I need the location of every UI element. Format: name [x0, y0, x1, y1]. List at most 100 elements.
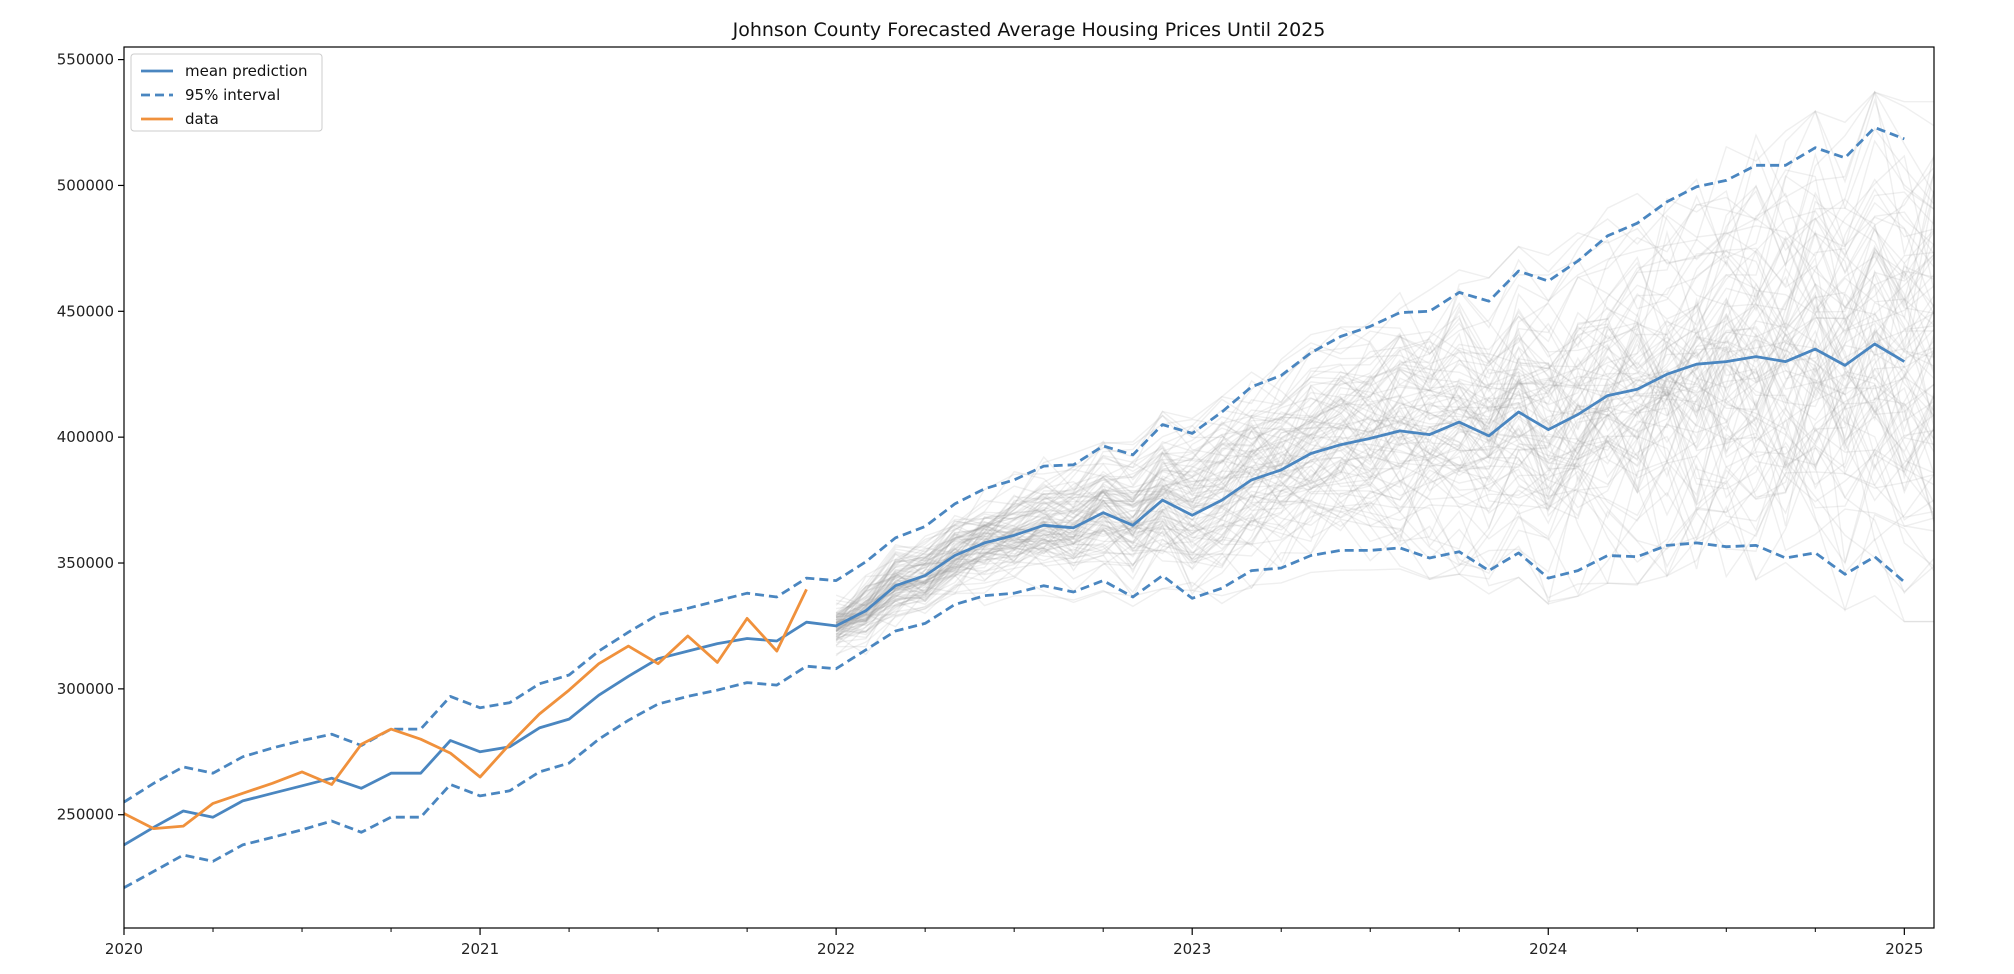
sample-path: [835, 326, 1934, 623]
interval-lower-line: [123, 541, 1906, 889]
sample-path: [835, 185, 1935, 623]
sample-path: [835, 366, 1935, 633]
sample-path: [835, 167, 1935, 641]
sample-path: [835, 310, 1935, 642]
sample-path: [835, 364, 1935, 647]
sample-path: [835, 308, 1935, 647]
sample-path: [835, 360, 1935, 632]
sample-path: [835, 256, 1935, 618]
y-tick-label: 400000: [57, 428, 114, 446]
sample-path: [835, 346, 1935, 638]
sample-path: [835, 303, 1935, 639]
chart-title: Johnson County Forecasted Average Housin…: [732, 19, 1326, 41]
sample-path: [835, 398, 1935, 625]
sample-path: [835, 312, 1935, 657]
sample-path: [836, 235, 1935, 622]
sample-path: [835, 254, 1935, 628]
sample-path: [835, 387, 1935, 635]
y-tick-label: 500000: [57, 176, 114, 194]
sample-path: [836, 292, 1935, 625]
y-tick-label: 550000: [57, 51, 114, 69]
sample-path: [836, 91, 1935, 618]
sample-path: [835, 90, 1935, 618]
sample-path: [835, 220, 1935, 624]
legend: mean prediction 95% interval data: [130, 53, 323, 132]
y-tick-label: 300000: [57, 680, 114, 698]
sample-path: [835, 424, 1935, 636]
sample-path: [835, 201, 1935, 606]
sample-path: [835, 247, 1935, 624]
sample-path: [835, 339, 1935, 627]
plot-frame: [123, 46, 1935, 929]
sample-path: [835, 303, 1935, 629]
sample-path: [835, 215, 1935, 631]
sample-path: [835, 322, 1935, 622]
sample-path: [835, 267, 1935, 636]
x-tick-label: 2023: [1173, 940, 1211, 958]
sample-path: [835, 169, 1935, 641]
sample-path: [835, 313, 1935, 631]
simulation-samples: [835, 90, 1935, 657]
sample-path: [835, 238, 1935, 627]
sample-path: [835, 152, 1935, 615]
legend-box: [130, 53, 323, 132]
sample-path: [835, 317, 1935, 617]
axes: 250000 300000 350000 400000 450000 500000 5500…: [57, 46, 1935, 958]
sample-path: [835, 364, 1935, 655]
y-tick-label: 250000: [57, 806, 114, 824]
sample-path: [835, 296, 1935, 613]
interval-upper-line: [123, 126, 1905, 804]
sample-path: [835, 283, 1935, 632]
sample-path: [835, 301, 1935, 624]
sample-path: [835, 178, 1935, 619]
x-tick-label: 2024: [1529, 940, 1567, 958]
sample-path: [835, 187, 1935, 628]
sample-path: [835, 192, 1935, 632]
sample-path: [835, 325, 1935, 618]
sample-path: [836, 109, 1935, 610]
sample-path: [835, 346, 1935, 624]
x-tick-label: 2020: [105, 940, 143, 958]
legend-label-data: data: [185, 110, 219, 128]
sample-path: [835, 254, 1935, 628]
sample-path: [835, 297, 1935, 621]
sample-path: [835, 384, 1935, 627]
sample-path: [835, 273, 1935, 631]
sample-path: [836, 433, 1935, 616]
sample-path: [836, 191, 1935, 634]
sample-path: [835, 240, 1935, 633]
sample-path: [835, 341, 1935, 629]
sample-path: [835, 200, 1935, 640]
mean-prediction-line: [123, 342, 1906, 847]
sample-path: [835, 301, 1935, 625]
sample-path: [835, 416, 1935, 656]
sample-path: [835, 330, 1935, 617]
sample-path: [835, 254, 1935, 637]
sample-path: [836, 91, 1934, 643]
sample-path: [835, 350, 1935, 632]
sample-path: [835, 285, 1935, 641]
sample-path: [835, 297, 1935, 630]
sample-path: [835, 192, 1935, 629]
sample-path: [835, 228, 1935, 636]
x-tick-label: 2025: [1885, 940, 1923, 958]
sample-path: [836, 139, 1935, 616]
sample-path: [835, 322, 1935, 619]
sample-path: [836, 265, 1935, 628]
y-tick-label: 350000: [57, 554, 114, 572]
sample-path: [835, 328, 1935, 625]
sample-path: [835, 90, 1935, 617]
sample-path: [835, 97, 1935, 641]
data-line: [123, 588, 808, 830]
sample-path: [835, 198, 1935, 607]
sample-path: [835, 375, 1935, 616]
sample-path: [835, 325, 1935, 632]
sample-path: [835, 317, 1935, 621]
sample-path: [835, 310, 1935, 627]
sample-path: [835, 237, 1935, 633]
sample-path: [835, 377, 1935, 626]
sample-path: [836, 154, 1935, 639]
series-layer: [123, 126, 1906, 889]
